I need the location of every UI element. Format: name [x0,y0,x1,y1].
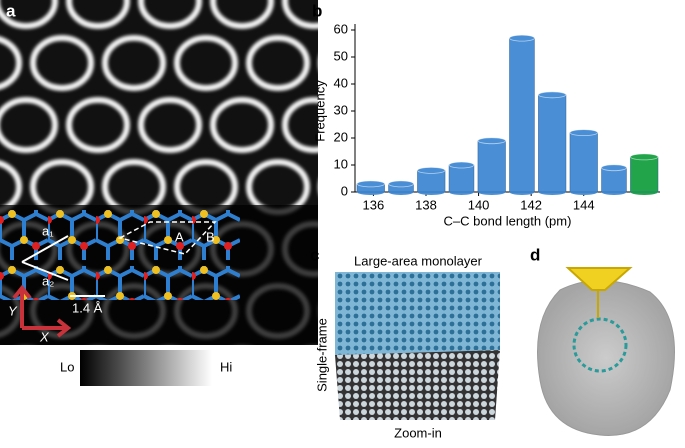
panel-label: a [6,1,16,20]
lattice-overlay [0,210,240,300]
x-tick-label: 144 [573,197,595,212]
bar-cap [388,180,414,188]
bar [569,132,598,193]
bar [601,167,627,193]
bar [448,164,475,193]
zoom-image [335,350,500,420]
monolayer-image [335,272,500,355]
panel-label: c [310,245,319,264]
bar-cap [477,137,506,145]
y-tick-label: 50 [334,48,348,63]
colorbar-label: Hi [220,359,232,374]
colorbar [80,350,212,386]
axis-name: Y [8,303,18,318]
bar [477,140,506,193]
x-tick-label: 140 [468,197,490,212]
panel-label: b [312,1,322,20]
y-tick-label: 10 [334,156,348,171]
fullerene [572,317,628,373]
vectors [21,235,105,297]
panel-caption: Large-area monolayer [354,253,483,268]
tip [565,267,633,318]
vector-label: a₂ [42,273,54,288]
y-tick-label: 20 [334,129,348,144]
y-tick-label: 40 [334,75,348,90]
bar-cap [509,34,535,42]
bar-cap [569,129,598,137]
site-label: B [206,229,215,244]
axis-arrows [12,284,72,338]
axis-name: X [39,329,50,344]
bar-cap [448,161,475,169]
bar-cap [417,166,446,174]
y-tick-label: 60 [334,21,348,36]
bar [538,94,567,193]
bar-cap [538,91,567,99]
bar [630,156,659,193]
y-tick-label: 30 [334,102,348,117]
x-axis-label: C–C bond length (pm) [444,213,572,228]
bar [509,37,535,193]
y-axis-label: Frequency [312,80,327,142]
x-tick-label: 138 [415,197,437,212]
site-label: A [175,229,184,244]
panel-caption: Single-frame [314,318,329,392]
x-tick-label: 142 [520,197,542,212]
scale-label: 1.4 Å [72,300,103,315]
y-tick-label: 0 [341,183,348,198]
bar-cap [630,153,659,161]
cage-surface [537,280,675,436]
panel-caption: Zoom-in [394,425,442,440]
x-tick-label: 136 [363,197,385,212]
unit-cell [117,221,217,255]
bar-cap [356,180,385,188]
bar-cap [601,164,627,172]
panel-label: d [530,245,540,264]
vector-label: a₁ [42,223,54,238]
colorbar-label: Lo [60,359,74,374]
